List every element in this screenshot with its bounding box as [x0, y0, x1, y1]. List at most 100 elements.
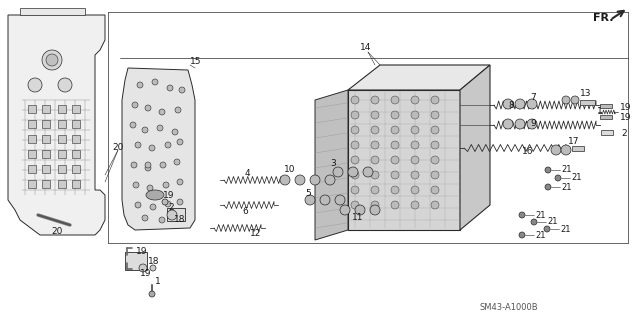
Text: 19: 19 [140, 269, 152, 278]
Circle shape [149, 291, 155, 297]
Circle shape [133, 182, 139, 188]
Circle shape [355, 205, 365, 215]
Circle shape [147, 185, 153, 191]
Circle shape [351, 156, 359, 164]
Circle shape [135, 142, 141, 148]
Circle shape [411, 201, 419, 209]
Circle shape [431, 141, 439, 149]
Circle shape [391, 141, 399, 149]
Circle shape [142, 127, 148, 133]
Circle shape [571, 96, 579, 104]
Circle shape [351, 171, 359, 179]
Circle shape [544, 226, 550, 232]
Bar [58, 105, 66, 113]
Text: 20: 20 [51, 227, 63, 236]
Bar [167, 208, 185, 221]
Bar [42, 105, 50, 113]
Circle shape [391, 171, 399, 179]
Circle shape [371, 171, 379, 179]
Circle shape [175, 107, 181, 113]
Circle shape [561, 145, 571, 155]
Circle shape [348, 167, 358, 177]
Circle shape [145, 105, 151, 111]
Text: 15: 15 [190, 57, 202, 66]
Text: 6: 6 [242, 206, 248, 216]
Circle shape [145, 165, 151, 171]
Text: 17: 17 [568, 137, 579, 146]
Circle shape [167, 85, 173, 91]
Circle shape [411, 186, 419, 194]
Bar [72, 165, 80, 173]
Circle shape [411, 111, 419, 119]
Ellipse shape [146, 190, 164, 200]
Circle shape [333, 167, 343, 177]
Text: 14: 14 [360, 43, 371, 53]
Circle shape [351, 96, 359, 104]
Bar [58, 120, 66, 128]
Text: 12: 12 [250, 228, 261, 238]
Circle shape [351, 186, 359, 194]
Bar [42, 120, 50, 128]
Circle shape [159, 109, 165, 115]
Circle shape [163, 182, 169, 188]
Text: 19: 19 [163, 191, 175, 201]
Circle shape [177, 139, 183, 145]
Circle shape [545, 167, 551, 173]
Circle shape [411, 141, 419, 149]
Polygon shape [122, 68, 195, 230]
Text: 21: 21 [535, 211, 545, 219]
Circle shape [370, 205, 380, 215]
Bar [58, 165, 66, 173]
Bar [58, 180, 66, 188]
Circle shape [167, 210, 177, 220]
Circle shape [503, 99, 513, 109]
Bar [72, 135, 80, 143]
Circle shape [515, 99, 525, 109]
Circle shape [351, 141, 359, 149]
Circle shape [340, 205, 350, 215]
Circle shape [531, 219, 537, 225]
Bar [572, 146, 584, 151]
Circle shape [139, 264, 147, 272]
Circle shape [46, 54, 58, 66]
Circle shape [545, 184, 551, 190]
Text: 4: 4 [245, 169, 251, 179]
Circle shape [165, 201, 171, 207]
Circle shape [150, 204, 156, 210]
Bar [28, 105, 36, 113]
Circle shape [431, 156, 439, 164]
Bar [580, 100, 595, 105]
Bar [42, 165, 50, 173]
Circle shape [159, 217, 165, 223]
Circle shape [130, 122, 136, 128]
Circle shape [411, 156, 419, 164]
Circle shape [157, 125, 163, 131]
Circle shape [295, 175, 305, 185]
Bar [28, 135, 36, 143]
Circle shape [371, 201, 379, 209]
Circle shape [431, 111, 439, 119]
Circle shape [515, 119, 525, 129]
Circle shape [135, 202, 141, 208]
Polygon shape [348, 65, 490, 90]
Bar [42, 150, 50, 158]
Bar [125, 252, 147, 270]
Text: FR.: FR. [593, 13, 614, 23]
Text: 10: 10 [284, 166, 296, 174]
Circle shape [555, 175, 561, 181]
Text: 1: 1 [597, 108, 603, 116]
Text: 2: 2 [621, 129, 627, 137]
Circle shape [431, 186, 439, 194]
Polygon shape [460, 65, 490, 230]
Bar [28, 180, 36, 188]
Circle shape [562, 96, 570, 104]
Text: 16: 16 [522, 147, 534, 157]
Circle shape [150, 265, 156, 271]
Bar [42, 135, 50, 143]
Circle shape [173, 213, 179, 219]
Circle shape [305, 195, 315, 205]
Bar [72, 150, 80, 158]
Polygon shape [8, 15, 105, 235]
Text: 21: 21 [560, 225, 570, 234]
Bar [42, 180, 50, 188]
